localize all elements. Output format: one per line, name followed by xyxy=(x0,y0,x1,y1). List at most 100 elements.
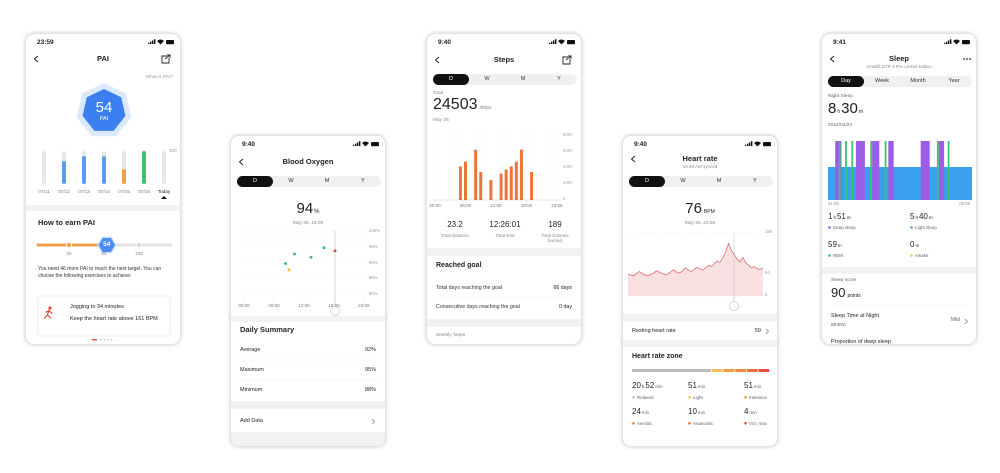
row-label: Resting heart rate xyxy=(632,328,676,334)
row-label: Sleep Time at Night xyxy=(831,313,879,319)
bar-track xyxy=(42,151,46,184)
wifi-icon xyxy=(157,39,164,45)
signal-icon xyxy=(745,144,747,146)
signal-icon xyxy=(154,39,156,44)
stat-value: 23.2 xyxy=(447,220,463,229)
value: 8 xyxy=(831,323,834,328)
bar xyxy=(530,172,534,200)
zone-name: Intensive xyxy=(749,394,768,400)
value: 94 xyxy=(296,200,314,217)
signal-icon xyxy=(751,141,753,146)
row-label: Minimum xyxy=(240,387,263,393)
tab[interactable]: Month xyxy=(910,78,926,84)
zone-bar xyxy=(735,369,746,372)
x-tick-label: 18:00 xyxy=(520,203,533,208)
day-label: 07/15 xyxy=(118,189,130,194)
zone-name: Relaxed xyxy=(637,394,654,400)
bar xyxy=(514,161,518,200)
unit: % xyxy=(314,209,320,215)
zone-bar xyxy=(632,369,712,372)
bar xyxy=(479,172,483,200)
page-dot xyxy=(92,339,97,341)
signal-icon xyxy=(357,142,359,146)
tab[interactable]: D xyxy=(433,74,469,85)
screen-title: PAI xyxy=(97,54,109,63)
zone-duration: 20 h 52 min xyxy=(632,381,663,390)
back-button xyxy=(238,158,244,166)
sleep-segment xyxy=(828,167,972,200)
tab[interactable]: Y xyxy=(361,178,365,184)
tab[interactable]: M xyxy=(324,178,330,184)
cursor-handle xyxy=(330,306,340,316)
day-label: 07/13 xyxy=(78,189,90,194)
value: 76 xyxy=(685,200,702,217)
row-label: Consecutive days reaching the goal xyxy=(436,304,520,310)
value: 30 xyxy=(841,100,858,117)
section-title: Reached goal xyxy=(436,262,482,269)
bar xyxy=(458,166,462,200)
slider-value: 54 xyxy=(103,241,111,248)
blood-oxygen-screen: 9:40 Blood Oxygen D W M Y 94% May 25, 18:00 100%… xyxy=(230,135,386,447)
zone-duration: 4 min xyxy=(744,407,757,416)
unit: m xyxy=(928,215,933,220)
section-gap xyxy=(623,340,777,347)
sleep-segment xyxy=(870,141,873,200)
value: 5 xyxy=(910,212,915,221)
signal-icon xyxy=(150,41,152,44)
unit: min xyxy=(753,384,762,389)
zone-bar xyxy=(758,369,770,372)
stat-value: 189 xyxy=(548,220,562,229)
section-title: Daily Summary xyxy=(240,325,295,334)
row-value: Mild xyxy=(950,317,960,323)
tab[interactable]: M xyxy=(716,178,722,184)
section-title: Heart rate zone xyxy=(632,353,683,360)
date: May 25 xyxy=(433,118,449,123)
wifi-icon xyxy=(362,141,369,147)
tab[interactable]: M xyxy=(520,76,526,82)
sync-status: 10:48 AM synced xyxy=(682,164,718,169)
stage-dot xyxy=(910,254,913,257)
selected-marker xyxy=(161,196,167,199)
add-data-button[interactable]: Add Data xyxy=(240,418,263,424)
tab[interactable]: Y xyxy=(557,76,561,82)
x-tick-label: 06:00 xyxy=(459,203,472,208)
y-tick-label: 80% xyxy=(369,291,378,296)
tab[interactable]: D xyxy=(237,176,273,187)
signal-icon xyxy=(948,40,950,44)
tab[interactable]: Y xyxy=(753,178,757,184)
tab[interactable]: Day xyxy=(828,76,864,87)
unit: m xyxy=(837,243,842,248)
message: You need 46 more PAI to reach the next t… xyxy=(38,266,162,279)
value: 51 xyxy=(688,381,697,390)
signal-icon xyxy=(148,42,150,44)
data-point xyxy=(284,262,287,265)
sleep-segment xyxy=(888,141,894,200)
battery-icon xyxy=(371,142,379,147)
tab[interactable]: W xyxy=(680,178,686,184)
tab-bar: Day Week Month Year xyxy=(828,76,972,87)
zone-name: Light xyxy=(693,394,703,400)
zone-duration: 10 min xyxy=(688,407,705,416)
date: May 25, 23:59 xyxy=(684,221,716,226)
tab[interactable]: Week xyxy=(875,78,889,84)
y-tick-label: 180 xyxy=(765,229,773,234)
slider-label: 100 xyxy=(135,251,143,256)
stage-dot xyxy=(910,226,913,229)
runner-head xyxy=(48,306,52,310)
share-button xyxy=(161,54,171,64)
value: 24 xyxy=(632,407,641,416)
section-label: Night Sleep xyxy=(828,94,853,99)
tab[interactable]: W xyxy=(484,76,490,82)
page-dot xyxy=(103,338,106,341)
back-button xyxy=(630,155,636,163)
section-gap xyxy=(231,401,385,409)
tab[interactable]: Year xyxy=(948,78,960,84)
unit: m xyxy=(858,109,863,115)
row-label: Total days reaching the goal xyxy=(436,285,502,291)
tab[interactable]: D xyxy=(629,176,665,187)
day-label: 07/11 xyxy=(38,189,50,194)
pai-screen: 23:59 PAI What is PAI? 54 PAI 07/11 07/12 07/13… xyxy=(25,33,181,345)
y-tick-label: 100% xyxy=(369,228,380,233)
day-label: Today xyxy=(157,189,171,194)
tab[interactable]: W xyxy=(288,178,294,184)
